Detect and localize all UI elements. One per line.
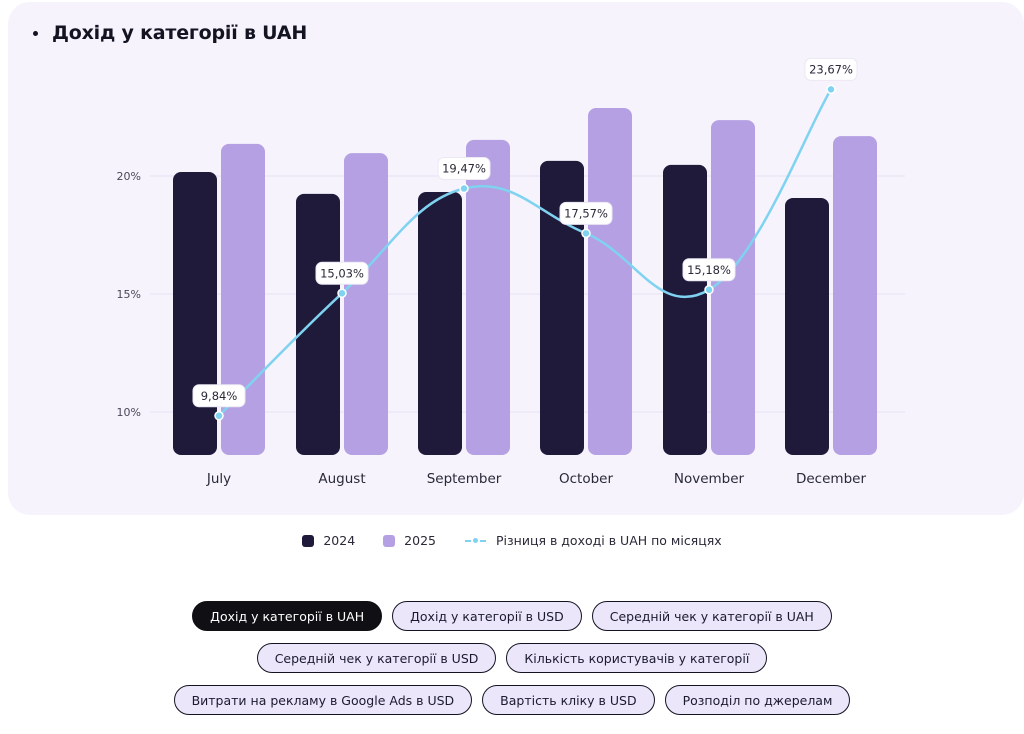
line-point[interactable] [214, 411, 224, 421]
chart-title: Дохід у категорії в UAH [52, 22, 308, 44]
tab-row: Витрати на рекламу в Google Ads в USD Вар… [0, 685, 1024, 715]
line-point[interactable] [704, 285, 714, 295]
legend-label: 2024 [323, 533, 356, 548]
tab-metric[interactable]: Витрати на рекламу в Google Ads в USD [173, 685, 473, 715]
line-point[interactable] [459, 183, 469, 194]
tab-metric[interactable]: Дохід у категорії в USD [392, 601, 582, 631]
tab-metric[interactable]: Дохід у категорії в UAH [192, 601, 383, 631]
chart-title-wrap: Дохід у категорії в UAH [33, 22, 307, 44]
bar-2024-november[interactable] [663, 164, 707, 455]
bar-2025-august[interactable] [344, 153, 388, 455]
data-label: 17,57% [559, 201, 613, 225]
tab-row: Дохід у категорії в UAH Дохід у категорії… [0, 601, 1024, 631]
tab-row: Середній чек у категорії в USD Кількість … [0, 643, 1024, 673]
bar-2025-july[interactable] [221, 143, 265, 456]
legend-item-2024[interactable]: 2024 [302, 533, 355, 548]
tab-metric[interactable]: Кількість користувачів у категорії [506, 643, 768, 673]
chart-legend: 2024 2025 Різниця в доході в UAH по міся… [0, 533, 1024, 548]
data-label: 9,84% [192, 384, 246, 408]
y-tick-label: 20% [117, 170, 141, 183]
bar-2024-october[interactable] [540, 160, 584, 455]
data-label-text: 19,47% [442, 162, 486, 176]
bar-2024-september[interactable] [418, 192, 462, 455]
x-tick-label: August [318, 471, 365, 487]
x-tick-label: July [206, 471, 231, 487]
bar-2025-october[interactable] [588, 108, 632, 456]
data-label: 19,47% [437, 157, 491, 181]
data-label-text: 15,18% [687, 263, 731, 277]
legend-item-diff[interactable]: Різниця в доході в UAH по місяцях [464, 533, 722, 548]
bar-2025-september[interactable] [466, 139, 510, 455]
bar-2025-december[interactable] [833, 136, 877, 455]
data-label-text: 15,03% [320, 266, 364, 280]
data-label: 23,67% [804, 57, 858, 81]
bar-2024-august[interactable] [296, 193, 340, 455]
line-point[interactable] [581, 228, 591, 239]
tab-metric[interactable]: Середній чек у категорії в UAH [591, 601, 832, 631]
legend-swatch-2025 [383, 534, 396, 547]
x-tick-label: November [674, 471, 745, 487]
data-label: 15,18% [682, 258, 736, 282]
tab-metric[interactable]: Середній чек у категорії в USD [256, 643, 497, 673]
legend-swatch-2024 [302, 534, 315, 547]
x-tick-label: October [559, 471, 613, 487]
metric-tabs: Дохід у категорії в UAH Дохід у категорії… [0, 601, 1024, 727]
line-point[interactable] [826, 84, 836, 95]
data-label-box [682, 258, 736, 282]
y-tick-label: 15% [117, 288, 141, 301]
x-tick-label: December [796, 471, 866, 487]
data-label-text: 23,67% [809, 62, 853, 76]
data-label-box [192, 384, 246, 408]
x-tick-label: September [427, 471, 502, 487]
legend-line-dot-icon [464, 538, 487, 543]
data-label-box [315, 261, 369, 285]
bar-2024-december[interactable] [785, 197, 829, 455]
data-label-text: 9,84% [201, 389, 238, 403]
tab-metric[interactable]: Розподіл по джерелам [664, 685, 851, 715]
tab-metric[interactable]: Вартість кліку в USD [482, 685, 655, 715]
data-label: 15,03% [315, 261, 369, 285]
data-label-box [804, 57, 858, 81]
bar-2024-july[interactable] [173, 171, 217, 455]
data-label-box [559, 201, 613, 225]
legend-label: 2025 [404, 533, 436, 548]
chart-svg: 10% 15% 20% July August September October Nove… [117, 57, 905, 487]
legend-label: Різниця в доході в UAH по місяцях [495, 533, 722, 548]
y-tick-label: 10% [117, 406, 141, 419]
line-point[interactable] [337, 288, 347, 299]
data-label-box [437, 157, 491, 181]
series-line-diff [218, 88, 833, 417]
data-label-text: 17,57% [564, 206, 608, 220]
legend-item-2025[interactable]: 2025 [383, 533, 436, 548]
bullet-icon [33, 30, 38, 36]
bar-2025-november[interactable] [711, 120, 755, 456]
